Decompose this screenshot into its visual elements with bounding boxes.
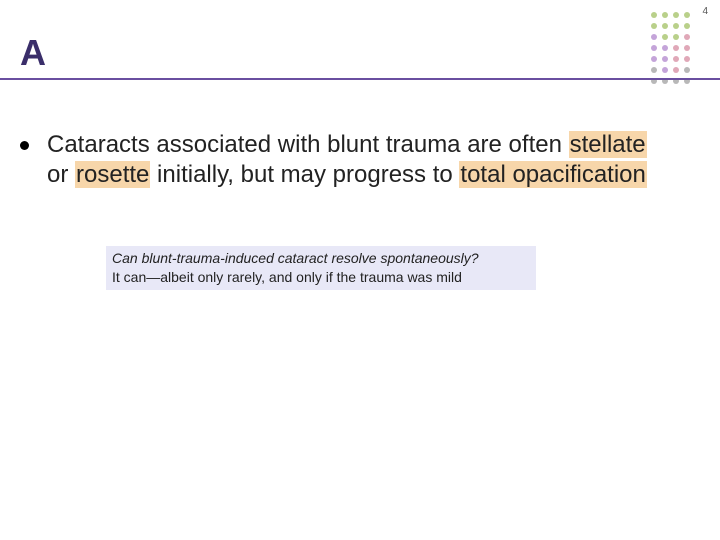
grid-dot (673, 34, 679, 40)
grid-dot (673, 23, 679, 29)
subnote-line1: Can blunt-trauma-induced cataract resolv… (112, 250, 479, 266)
grid-dot (684, 12, 690, 18)
grid-dot (662, 56, 668, 62)
page-number: 4 (702, 6, 708, 17)
grid-dot (684, 34, 690, 40)
grid-dot (651, 12, 657, 18)
highlighted-term: rosette (75, 161, 150, 188)
grid-dot (651, 45, 657, 51)
grid-dot (673, 67, 679, 73)
text-segment: initially, but may progress to (150, 161, 459, 188)
slide-title: A (20, 32, 46, 74)
bullet-text: Cataracts associated with blunt trauma a… (47, 130, 650, 190)
grid-dot (684, 45, 690, 51)
grid-dot (673, 45, 679, 51)
highlighted-term: total opacification (459, 161, 646, 188)
grid-dot (651, 23, 657, 29)
grid-dot (684, 67, 690, 73)
bullet-marker (20, 141, 29, 150)
grid-dot (662, 12, 668, 18)
subnote-line2: It can—albeit only rarely, and only if t… (112, 268, 530, 287)
text-segment: Cataracts associated with blunt trauma (47, 131, 461, 158)
highlighted-term: stellate (569, 131, 647, 158)
title-underline (0, 78, 720, 80)
bullet-row: Cataracts associated with blunt trauma a… (20, 130, 650, 190)
grid-dot (662, 23, 668, 29)
text-segment: or (47, 161, 75, 188)
subnote-box: Can blunt-trauma-induced cataract resolv… (106, 246, 536, 290)
grid-dot (673, 56, 679, 62)
grid-dot (684, 23, 690, 29)
grid-dot (662, 34, 668, 40)
grid-dot (684, 56, 690, 62)
text-segment: are often (461, 131, 569, 158)
grid-dot (651, 67, 657, 73)
grid-dot (651, 56, 657, 62)
grid-dot (662, 67, 668, 73)
grid-dot (662, 45, 668, 51)
grid-dot (651, 34, 657, 40)
decorative-dot-grid (651, 12, 690, 84)
grid-dot (673, 12, 679, 18)
